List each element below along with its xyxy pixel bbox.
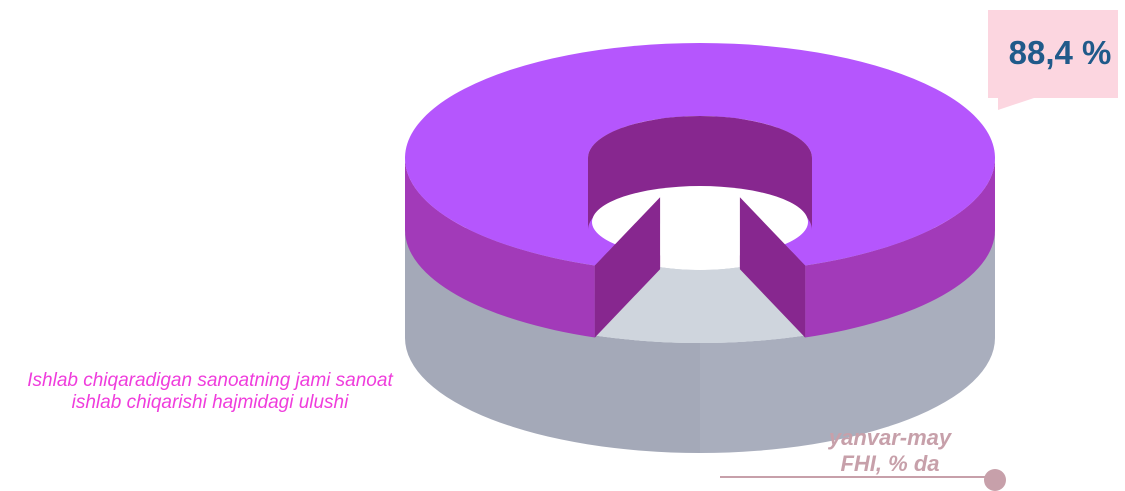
remaining-slice-side-right: [700, 228, 995, 453]
period-label: yanvar-may FHI, % da: [760, 425, 1020, 477]
main-slice-side-right: [805, 158, 995, 338]
main-slice-side-left: [405, 158, 595, 338]
main-slice-top: [405, 42, 996, 266]
period-dot: [984, 469, 1006, 491]
value-label: 88,4 %: [1008, 34, 1112, 71]
main-slice-hole-wall: [588, 116, 812, 230]
period-line-1: yanvar-may: [828, 425, 952, 450]
period-line-2: FHI, % da: [840, 451, 940, 476]
donut-chart: [405, 42, 996, 453]
period-underline: [720, 476, 988, 478]
value-callout: [988, 10, 1118, 98]
remaining-slice-side-left: [405, 228, 700, 453]
main-slice-cut-right-front: [739, 197, 806, 338]
chart-caption: Ishlab chiqaradigan sanoatning jami sano…: [27, 370, 393, 413]
value-callout-tail: [998, 96, 1040, 110]
main-slice-cut-left-front: [594, 197, 661, 338]
remaining-slice-top-front: [594, 267, 806, 343]
